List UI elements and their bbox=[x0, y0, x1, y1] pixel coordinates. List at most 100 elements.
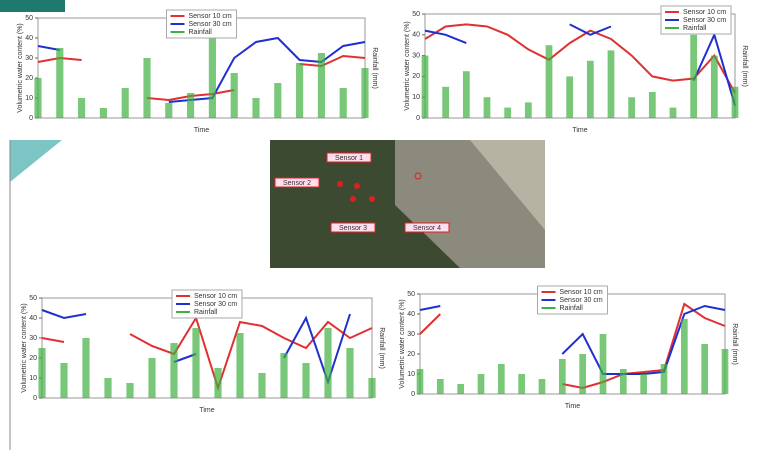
rain-bar bbox=[56, 48, 64, 118]
corner-triangle bbox=[10, 140, 62, 182]
rain-bar bbox=[78, 98, 86, 118]
rain-bar bbox=[558, 359, 566, 394]
y-tick-label: 40 bbox=[25, 35, 33, 42]
rain-bar bbox=[165, 103, 173, 118]
rain-bar bbox=[148, 358, 156, 398]
map-marker bbox=[350, 196, 356, 202]
rain-bar bbox=[586, 60, 594, 118]
x-axis-label: Time bbox=[572, 127, 587, 134]
rain-bar bbox=[82, 338, 90, 398]
rain-bar bbox=[208, 38, 216, 118]
series-line bbox=[424, 23, 736, 106]
y-tick-label: 40 bbox=[407, 311, 415, 318]
legend-label: Sensor 10 cm bbox=[560, 289, 603, 296]
legend-label: Rainfall bbox=[194, 309, 218, 316]
rain-bar bbox=[192, 328, 200, 398]
rain-bar bbox=[416, 369, 424, 394]
y-axis-label: Volumetric water content (%) bbox=[17, 23, 24, 112]
series-line bbox=[41, 315, 373, 392]
rain-bar bbox=[34, 78, 42, 118]
rain-bar bbox=[361, 68, 369, 118]
y-tick-label: 20 bbox=[29, 355, 37, 362]
series-line bbox=[37, 54, 366, 102]
rain-bar bbox=[368, 378, 376, 398]
corner-badge bbox=[0, 0, 65, 12]
map-marker bbox=[337, 181, 343, 187]
rain-bar bbox=[302, 363, 310, 398]
legend-label: Sensor 10 cm bbox=[683, 9, 726, 16]
rain-bar bbox=[296, 63, 304, 118]
rain-bar bbox=[421, 55, 429, 118]
rain-bar bbox=[599, 334, 607, 394]
rain-bar bbox=[524, 102, 532, 118]
y-tick-label: 40 bbox=[412, 32, 420, 39]
rain-bar bbox=[504, 107, 512, 118]
rain-bar bbox=[274, 83, 282, 118]
map-marker bbox=[414, 172, 422, 180]
rain-bar bbox=[317, 53, 325, 118]
rain-bar bbox=[566, 76, 574, 118]
rain-bar bbox=[579, 354, 587, 394]
map: Sensor 1 Sensor 2 Sensor 3 Sensor 4 bbox=[270, 140, 545, 268]
y-tick-label: 50 bbox=[407, 291, 415, 298]
y-tick-label: 0 bbox=[29, 115, 33, 122]
y-tick-label: 0 bbox=[33, 395, 37, 402]
rain-bar bbox=[187, 93, 195, 118]
map-label-box bbox=[330, 222, 376, 233]
rain-bar bbox=[690, 34, 698, 118]
map-label-box bbox=[274, 177, 320, 188]
legend-label: Sensor 30 cm bbox=[683, 17, 726, 24]
rain-bar bbox=[457, 384, 465, 394]
rain-bar bbox=[497, 364, 505, 394]
rain-bar bbox=[126, 383, 134, 398]
map-label: Sensor 4 bbox=[413, 225, 441, 232]
legend-label: Sensor 10 cm bbox=[189, 13, 232, 20]
y-axis-label: Volumetric water content (%) bbox=[21, 303, 28, 392]
x-axis-label: Time bbox=[199, 407, 214, 414]
series-line bbox=[424, 23, 736, 94]
rain-bar bbox=[721, 349, 729, 394]
rain-bar bbox=[170, 343, 178, 398]
rain-bar bbox=[538, 379, 546, 394]
y2-axis-label: Rainfall (mm) bbox=[378, 327, 385, 369]
rain-bar bbox=[324, 328, 332, 398]
map-marker bbox=[354, 183, 360, 189]
y-tick-label: 40 bbox=[29, 315, 37, 322]
x-axis-label: Time bbox=[194, 127, 209, 134]
rain-bar bbox=[701, 344, 709, 394]
rain-bar bbox=[252, 98, 260, 118]
rain-bar bbox=[518, 374, 526, 394]
rain-bar bbox=[648, 92, 656, 118]
rain-bar bbox=[619, 369, 627, 394]
rain-bar bbox=[545, 45, 553, 119]
rain-bar bbox=[607, 50, 615, 118]
rain-bar bbox=[483, 97, 491, 118]
y-tick-label: 50 bbox=[29, 295, 37, 302]
rain-bar bbox=[710, 55, 718, 118]
series-line bbox=[419, 302, 726, 390]
rain-bar bbox=[230, 73, 238, 118]
y-axis-label: Volumetric water content (%) bbox=[404, 21, 411, 110]
y-tick-label: 10 bbox=[25, 95, 33, 102]
y-tick-label: 30 bbox=[412, 52, 420, 59]
rain-bar bbox=[660, 364, 668, 394]
legend-label: Sensor 10 cm bbox=[194, 293, 237, 300]
series-line bbox=[41, 309, 351, 386]
rain-bar bbox=[477, 374, 485, 394]
map-label-box bbox=[404, 222, 450, 233]
y-tick-label: 0 bbox=[411, 391, 415, 398]
y-tick-label: 50 bbox=[412, 11, 420, 18]
rain-bar bbox=[143, 58, 151, 118]
y-axis-label: Volumetric water content (%) bbox=[399, 299, 406, 388]
y-tick-label: 20 bbox=[407, 351, 415, 358]
rain-bar bbox=[60, 363, 68, 398]
rain-bar bbox=[121, 88, 129, 118]
rain-bar bbox=[731, 86, 739, 118]
map-marker bbox=[369, 196, 375, 202]
rain-bar bbox=[669, 107, 677, 118]
rain-bar bbox=[280, 353, 288, 398]
map-area bbox=[470, 140, 545, 230]
y-tick-label: 10 bbox=[407, 371, 415, 378]
rain-bar bbox=[628, 97, 636, 118]
y2-axis-label: Rainfall (mm) bbox=[741, 45, 748, 87]
